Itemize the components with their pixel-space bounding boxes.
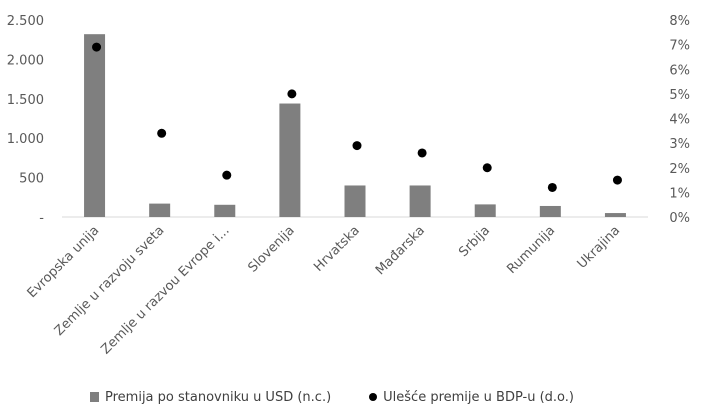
bar: [149, 203, 171, 217]
legend-item-bars: Premija po stanovniku u USD (n.c.): [90, 390, 331, 405]
left-tick-label: 2.500: [7, 14, 44, 29]
legend-bar-label: Premija po stanovniku u USD (n.c.): [105, 389, 332, 405]
data-point: [157, 128, 167, 138]
category-label: Ukrajina: [575, 223, 624, 272]
legend: Premija po stanovniku u USD (n.c.) Ulešć…: [90, 388, 612, 406]
right-tick-label: 3%: [669, 137, 690, 152]
bar: [344, 185, 366, 217]
right-tick-label: 4%: [669, 113, 690, 128]
data-point: [417, 148, 427, 158]
bar: [214, 204, 236, 217]
category-label: Hrvatska: [311, 223, 363, 275]
data-point: [482, 163, 492, 173]
right-tick-label: 1%: [669, 186, 690, 201]
category-label: Srbija: [456, 223, 493, 260]
right-tick-label: 8%: [669, 14, 690, 29]
bar: [604, 213, 626, 217]
left-tick-label: 2.000: [7, 53, 44, 68]
right-tick-label: 7%: [669, 39, 690, 54]
left-tick-label: 1.500: [7, 93, 44, 108]
left-tick-label: -: [39, 211, 44, 226]
right-tick-label: 2%: [669, 162, 690, 177]
right-tick-label: 0%: [669, 211, 690, 226]
right-tick-label: 5%: [669, 88, 690, 103]
bar: [409, 185, 431, 217]
category-label: Zemlje u razvoju sveta: [52, 223, 168, 339]
legend-dot-label: Ulešće premije u BDP-u (d.o.): [383, 389, 574, 405]
left-tick-label: 1.000: [7, 132, 44, 147]
data-point: [287, 89, 297, 99]
bar: [279, 103, 301, 217]
data-point: [222, 170, 232, 180]
dot-series: [92, 42, 622, 192]
legend-dot-swatch: [369, 393, 378, 401]
left-tick-label: 500: [19, 172, 44, 187]
right-axis-ticks: 0% 1% 2% 3% 4% 5% 6% 7% 8%: [669, 14, 690, 226]
right-tick-label: 6%: [669, 63, 690, 78]
category-label: Zemlje u razvou Evrope i...: [98, 223, 232, 357]
data-point: [352, 141, 362, 151]
data-point: [612, 175, 622, 185]
bar-series: [84, 34, 626, 218]
category-label: Rumunija: [504, 223, 558, 277]
legend-item-dots: Ulešće premije u BDP-u (d.o.): [369, 390, 574, 405]
left-axis-ticks: - 500 1.000 1.500 2.000 2.500: [7, 14, 45, 226]
legend-bar-swatch: [90, 392, 99, 402]
bar: [539, 205, 561, 217]
data-point: [547, 182, 557, 192]
data-point: [92, 42, 102, 52]
category-label: Slovenija: [245, 223, 297, 275]
category-label: Mađarska: [373, 223, 428, 278]
bar: [474, 204, 496, 217]
bar: [84, 34, 106, 218]
